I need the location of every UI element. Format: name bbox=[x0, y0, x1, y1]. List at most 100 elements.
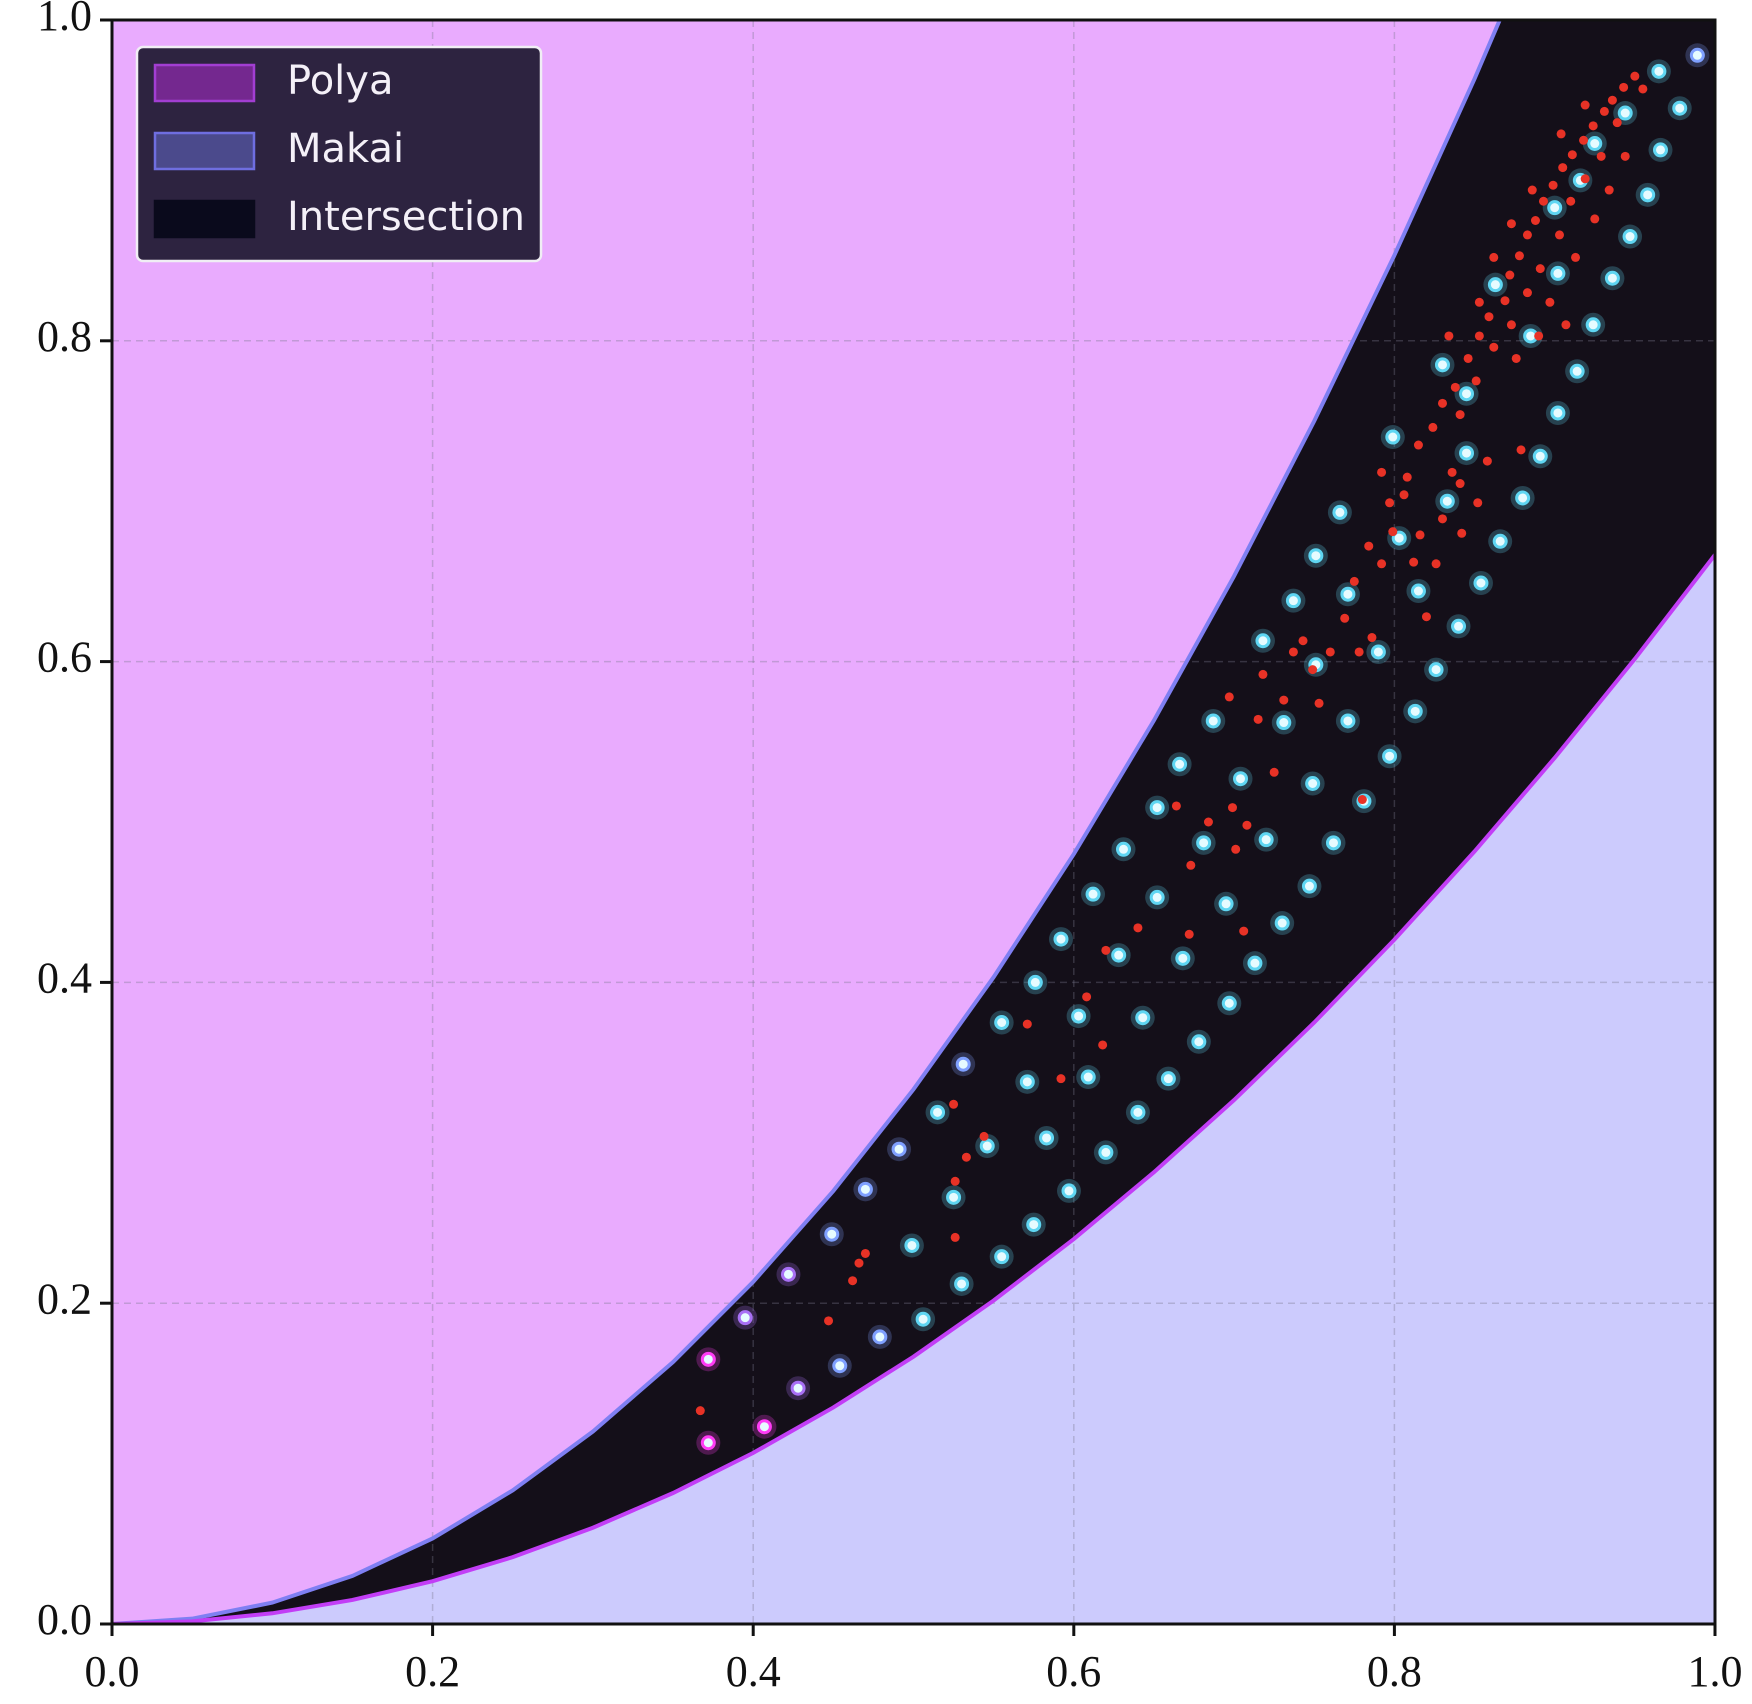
point bbox=[1233, 771, 1249, 787]
point bbox=[979, 1138, 995, 1154]
point bbox=[1385, 429, 1401, 445]
point bbox=[1172, 756, 1188, 772]
point bbox=[1242, 820, 1252, 830]
y-tick-label: 0.6 bbox=[37, 633, 92, 682]
point bbox=[1482, 456, 1492, 466]
point bbox=[1135, 1010, 1151, 1026]
point bbox=[1308, 548, 1324, 564]
point bbox=[1457, 528, 1467, 538]
point bbox=[1545, 297, 1555, 307]
point bbox=[1305, 776, 1321, 792]
point bbox=[1652, 142, 1668, 158]
point bbox=[1340, 713, 1356, 729]
y-tick-label: 0.8 bbox=[37, 312, 92, 361]
point bbox=[1511, 353, 1521, 363]
point bbox=[1569, 363, 1585, 379]
point bbox=[1415, 530, 1425, 540]
point bbox=[1218, 896, 1234, 912]
point bbox=[1588, 121, 1598, 131]
point bbox=[1580, 174, 1590, 184]
y-tick-label: 0.0 bbox=[37, 1595, 92, 1644]
point bbox=[1579, 135, 1589, 145]
point bbox=[756, 1419, 772, 1435]
point bbox=[1205, 713, 1221, 729]
point bbox=[1160, 1071, 1176, 1087]
point bbox=[1604, 185, 1614, 195]
point bbox=[1630, 71, 1640, 81]
point bbox=[1019, 1074, 1035, 1090]
x-tick-label: 0.0 bbox=[85, 1647, 140, 1696]
point bbox=[1506, 320, 1516, 330]
point bbox=[1111, 947, 1127, 963]
point bbox=[1301, 878, 1317, 894]
point bbox=[1098, 1040, 1108, 1050]
point bbox=[1607, 95, 1617, 105]
point bbox=[1402, 472, 1412, 482]
point bbox=[1276, 715, 1292, 731]
point bbox=[955, 1056, 971, 1072]
point bbox=[1489, 342, 1499, 352]
point bbox=[1203, 817, 1213, 827]
point bbox=[1377, 467, 1387, 477]
point bbox=[1516, 445, 1526, 455]
legend-label: Makai bbox=[287, 126, 404, 172]
point bbox=[1617, 105, 1633, 121]
point bbox=[1585, 317, 1601, 333]
point bbox=[1231, 844, 1241, 854]
point bbox=[824, 1226, 840, 1242]
point bbox=[1258, 669, 1268, 679]
point bbox=[1447, 467, 1457, 477]
point bbox=[1459, 386, 1475, 402]
point bbox=[1474, 297, 1484, 307]
point bbox=[1532, 448, 1548, 464]
point bbox=[1580, 100, 1590, 110]
point bbox=[1672, 100, 1688, 116]
point bbox=[790, 1380, 806, 1396]
point bbox=[857, 1181, 873, 1197]
point bbox=[1689, 47, 1705, 63]
point bbox=[1325, 647, 1335, 657]
point bbox=[1484, 312, 1494, 322]
point bbox=[961, 1152, 971, 1162]
point bbox=[1640, 187, 1656, 203]
point bbox=[1325, 835, 1341, 851]
point bbox=[1474, 331, 1484, 341]
x-tick-label: 0.2 bbox=[405, 1647, 460, 1696]
x-tick-label: 0.8 bbox=[1367, 1647, 1422, 1696]
point bbox=[832, 1358, 848, 1374]
region-above bbox=[112, 20, 1500, 1624]
point bbox=[1391, 530, 1407, 546]
point bbox=[1357, 795, 1367, 805]
point bbox=[1385, 498, 1395, 508]
point bbox=[1558, 163, 1568, 173]
point bbox=[1407, 703, 1423, 719]
point bbox=[1439, 493, 1455, 509]
point bbox=[1561, 320, 1571, 330]
point bbox=[1550, 265, 1566, 281]
point bbox=[1196, 835, 1212, 851]
legend-label: Intersection bbox=[287, 194, 525, 240]
point bbox=[1071, 1008, 1087, 1024]
point bbox=[1473, 498, 1483, 508]
point bbox=[1247, 955, 1263, 971]
point bbox=[1622, 229, 1638, 245]
point bbox=[1620, 151, 1630, 161]
point bbox=[1340, 586, 1356, 602]
point bbox=[1239, 926, 1249, 936]
point bbox=[1651, 63, 1667, 79]
point bbox=[1506, 219, 1516, 229]
point bbox=[1377, 559, 1387, 569]
point bbox=[1349, 576, 1359, 586]
point bbox=[1428, 662, 1444, 678]
point bbox=[1556, 129, 1566, 139]
point bbox=[1053, 931, 1069, 947]
point bbox=[1548, 180, 1558, 190]
point bbox=[695, 1406, 705, 1416]
point bbox=[1098, 1144, 1114, 1160]
legend-label: Polya bbox=[287, 58, 393, 104]
point bbox=[1450, 382, 1460, 392]
point bbox=[1056, 1074, 1066, 1084]
point bbox=[1550, 405, 1566, 421]
